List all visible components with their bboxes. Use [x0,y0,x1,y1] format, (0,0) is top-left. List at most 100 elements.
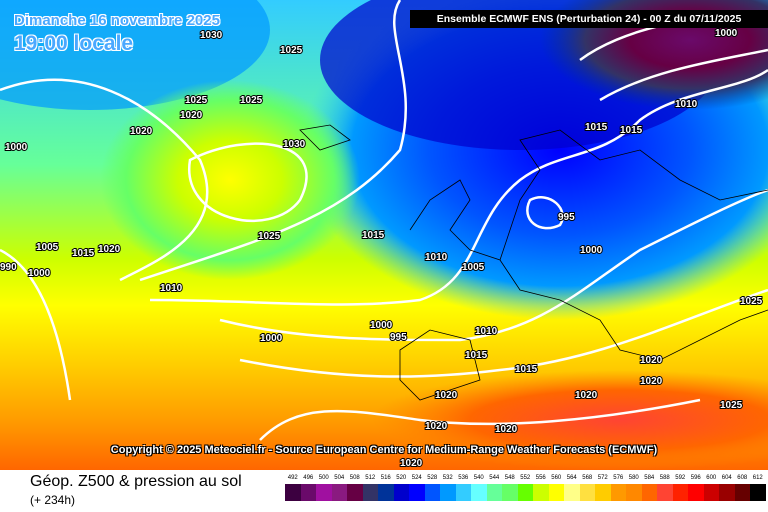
legend-swatch [548,484,564,501]
isobar-label: 1025 [258,231,281,242]
legend-label: 508 [349,475,360,481]
isobar-label: 1030 [283,139,306,150]
legend-label: 544 [489,475,500,481]
isobar-label: 1000 [370,320,393,331]
legend-label: 572 [597,475,608,481]
isobar-label: 1015 [585,122,608,133]
legend-swatch [672,484,688,501]
legend-label: 584 [644,475,655,481]
legend-label: 512 [365,475,376,481]
legend-swatch [533,484,549,501]
legend-label: 524 [411,475,422,481]
isobar-label: 1015 [72,248,95,259]
legend-label: 576 [613,475,624,481]
isobar-label: 1015 [465,350,488,361]
legend-swatch [517,484,533,501]
legend-label: 496 [303,475,314,481]
legend-label: 520 [396,475,407,481]
legend-swatch [424,484,440,501]
isobar-label: 1015 [620,125,643,136]
legend-swatch [750,484,766,501]
isobar-label: 1000 [5,142,28,153]
lead-time: (+ 234h) [30,493,76,507]
forecast-date: Dimanche 16 novembre 2025 [14,12,220,29]
isobar-label: 1020 [400,458,423,469]
legend-label: 556 [535,475,546,481]
legend-swatch [486,484,502,501]
isobar-label: 1000 [28,268,51,279]
isobar-label: 1020 [640,376,663,387]
legend-label: 552 [520,475,531,481]
color-scale-legend: 492 496 500 504 508 512 516 520 524 528 532 536 540 5… [285,474,766,504]
isobar-label: 1025 [240,95,263,106]
legend-swatch [331,484,347,501]
legend-label: 612 [752,475,763,481]
legend-swatch [347,484,363,501]
legend-swatch [657,484,673,501]
isobar-label: 1020 [98,244,121,255]
isobar-label: 1010 [160,283,183,294]
legend-swatch [285,484,301,501]
isobar-label: 1015 [515,364,538,375]
legend-swatch [579,484,595,501]
legend-label: 588 [659,475,670,481]
legend-label: 516 [380,475,391,481]
isobar-label: 1020 [130,126,153,137]
legend-swatch [595,484,611,501]
legend-label: 568 [582,475,593,481]
run-info-bar: Ensemble ECMWF ENS (Perturbation 24) - 0… [410,10,768,28]
legend-swatch [440,484,456,501]
legend-label: 536 [458,475,469,481]
legend-swatch [362,484,378,501]
isobar-label: 1025 [720,400,743,411]
legend-swatch [610,484,626,501]
legend-label: 532 [442,475,453,481]
isobar-label: 1010 [675,99,698,110]
isobar-label: 1000 [260,333,283,344]
footer: Géop. Z500 & pression au sol (+ 234h) 49… [0,470,768,512]
isobar-label: 1020 [180,110,203,121]
legend-swatch [378,484,394,501]
isobar-label: 1020 [575,390,598,401]
legend-swatch [502,484,518,501]
copyright: Copyright © 2025 Meteociel.fr - Source E… [110,444,658,456]
legend-label: 608 [737,475,748,481]
isobar-label: 995 [558,212,575,223]
legend-label: 492 [287,475,298,481]
legend-label: 564 [566,475,577,481]
isobar-label: 1005 [36,242,59,253]
legend-swatch [471,484,487,501]
isobar-label: 1000 [715,28,738,39]
legend-label: 540 [473,475,484,481]
legend-label: 592 [675,475,686,481]
legend-swatch [719,484,735,501]
isobar-label: 1015 [362,230,385,241]
legend-label: 596 [690,475,701,481]
isobar-label: 1020 [435,390,458,401]
isobar-label: 1010 [425,252,448,263]
map-title: Géop. Z500 & pression au sol [30,473,242,490]
legend-label: 528 [427,475,438,481]
isobar-label: 1005 [462,262,485,273]
legend-label: 560 [551,475,562,481]
isobar-label: 1030 [200,30,223,41]
isobar-label: 1000 [580,245,603,256]
legend-label: 600 [706,475,717,481]
isobar-label: 1025 [280,45,303,56]
legend-label: 504 [334,475,345,481]
legend-swatch [409,484,425,501]
isobar-label: 1025 [740,296,763,307]
legend-label: 548 [504,475,515,481]
legend-swatch [626,484,642,501]
legend-swatch [734,484,750,501]
legend-swatch [641,484,657,501]
legend-swatch [688,484,704,501]
legend-swatch [564,484,580,501]
legend-label: 604 [721,475,732,481]
legend-swatch [300,484,316,501]
legend-label: 500 [318,475,329,481]
legend-swatch [316,484,332,501]
legend-label: 580 [628,475,639,481]
isobar-label: 995 [390,332,407,343]
